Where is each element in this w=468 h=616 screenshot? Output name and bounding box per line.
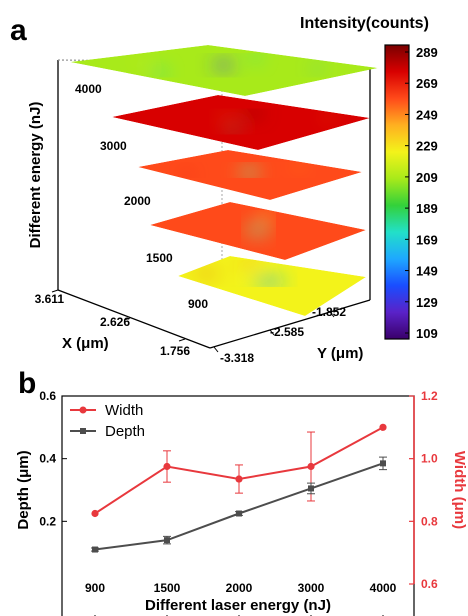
layer-label-900: 900 <box>188 297 208 311</box>
width-point <box>307 462 315 471</box>
heatmap-layer-2000 <box>138 150 362 200</box>
intensity-blob <box>323 115 334 118</box>
intensity-blob <box>238 262 260 266</box>
depth-point <box>92 546 98 553</box>
layer-label-2000: 2000 <box>124 194 151 208</box>
intensity-blob <box>226 126 239 131</box>
intensity-blob <box>295 163 304 168</box>
colorbar-tick-label: 289 <box>416 45 438 60</box>
x-axis-title: X (μm) <box>62 335 109 352</box>
y-tick-3: -3.318 <box>220 351 254 365</box>
depth-point <box>164 537 170 544</box>
colorbar-tick-label: 249 <box>416 107 438 122</box>
y-tick-2: -2.585 <box>270 325 304 339</box>
colorbar-tick-label: 149 <box>416 264 438 279</box>
x-axis-title-b: Different laser energy (nJ) <box>145 597 331 614</box>
intensity-blob <box>181 173 192 177</box>
layer-label-4000: 4000 <box>75 82 102 96</box>
panel-b-line-chart: b 900 1500 2000 3000 4000 0.2 0.4 0.6 0.6 0.8 1.0 1… <box>15 367 468 616</box>
legend: Width Depth <box>70 402 145 440</box>
legend-depth-marker <box>80 428 86 434</box>
depth-point <box>308 485 314 492</box>
right-tick-label: 1.0 <box>421 452 438 466</box>
colorbar-tick-label: 229 <box>416 139 438 154</box>
z-axis-title: Different energy (nJ) <box>27 102 44 249</box>
layer-label-3000: 3000 <box>100 139 127 153</box>
heatmap-layer-4000 <box>70 45 378 96</box>
right-tick-label: 0.6 <box>421 577 438 591</box>
x-tick-label: 2000 <box>226 581 253 595</box>
colorbar-tick-label: 169 <box>416 232 438 247</box>
intensity-blob <box>311 67 324 71</box>
heatmap-layer-900 <box>178 256 366 316</box>
x-tick-label: 900 <box>85 581 105 595</box>
intensity-blob <box>246 171 253 174</box>
left-tick-label: 0.4 <box>39 452 56 466</box>
intensity-blob <box>217 63 230 67</box>
panel-b-label: b <box>18 367 36 400</box>
colorbar-tick-label: 209 <box>416 170 438 185</box>
intensity-blob <box>254 228 262 231</box>
intensity-blob <box>249 55 262 60</box>
depth-point <box>236 510 242 517</box>
intensity-blob <box>263 280 276 283</box>
intensity-blob <box>243 110 265 116</box>
colorbar-tick-label: 129 <box>416 295 438 310</box>
heatmap-layer-3000 <box>112 95 370 150</box>
depth-point <box>380 460 386 467</box>
colorbar-title: Intensity(counts) <box>300 15 429 32</box>
colorbar <box>384 44 410 340</box>
legend-depth-label: Depth <box>105 423 145 440</box>
left-tick-label: 0.2 <box>39 514 56 528</box>
left-tick-label: 0.6 <box>39 389 56 403</box>
colorbar-tick-label: 109 <box>416 326 438 341</box>
layer-label-1500: 1500 <box>146 251 173 265</box>
x-tick-2: 2.626 <box>100 315 130 329</box>
layer-base <box>178 256 366 316</box>
panel-a-label: a <box>10 14 27 47</box>
series-depth <box>91 456 387 553</box>
heatmap-layers <box>70 45 378 316</box>
width-point <box>163 462 171 471</box>
x-tick-1: 3.611 <box>35 292 65 306</box>
intensity-blob <box>258 213 273 218</box>
right-axis-title: Width (μm) <box>451 451 468 529</box>
legend-width-marker <box>79 406 87 414</box>
intensity-blob <box>231 130 238 133</box>
series-width <box>91 423 387 518</box>
heatmap-layer-1500 <box>150 202 366 260</box>
y-axis-ticks <box>213 311 335 353</box>
intensity-blob <box>193 272 220 275</box>
panel-a-3d-heatmap: a 4000 3000 2000 1500 900 Different ener… <box>10 14 438 365</box>
legend-width-label: Width <box>105 402 143 419</box>
x-tick-label: 1500 <box>154 581 181 595</box>
intensity-blob <box>220 116 229 119</box>
right-tick-label: 1.2 <box>421 389 438 403</box>
layer-base <box>70 45 378 96</box>
colorbar-tick-label: 269 <box>416 76 438 91</box>
x-tick-label: 3000 <box>298 581 325 595</box>
width-point <box>235 475 243 483</box>
intensity-blob <box>132 59 143 64</box>
intensity-blob <box>250 243 263 248</box>
layer-base <box>112 95 370 150</box>
y-tick-1: -1.852 <box>312 305 346 319</box>
x-tick-3: 1.756 <box>160 344 190 358</box>
x-tick-label: 4000 <box>370 581 397 595</box>
left-axis-title: Depth (μm) <box>15 450 32 529</box>
panel-b-series <box>91 423 387 553</box>
right-tick-label: 0.8 <box>421 514 438 528</box>
y-axis-title: Y (μm) <box>317 345 363 362</box>
intensity-blob <box>153 69 168 76</box>
width-point <box>91 509 99 518</box>
colorbar-tick-label: 189 <box>416 201 438 216</box>
panel-b-ticks: 900 1500 2000 3000 4000 0.2 0.4 0.6 0.6 0.8 1.0 1.2 <box>39 389 438 616</box>
colorbar-ticks: 289 269 249 229 209 189 169 149 129 109 <box>405 45 438 341</box>
x-axis-ticks <box>51 289 186 342</box>
width-point <box>379 423 387 431</box>
